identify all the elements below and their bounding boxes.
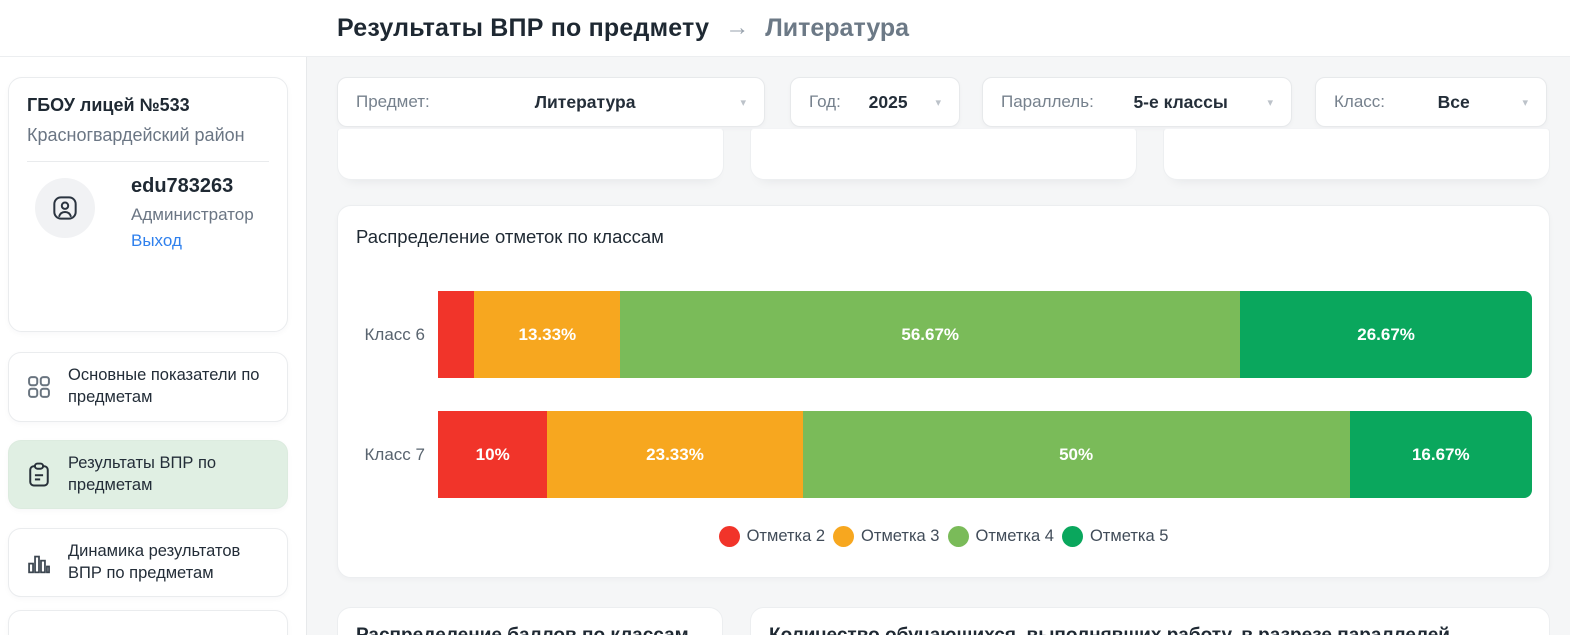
filter-year[interactable]: Год: 2025 ▾ [790,77,960,127]
legend-dot [718,526,740,547]
bar-segment-отметка-4[interactable]: 50% [802,411,1350,498]
bar-segment-value: 16.67% [1411,444,1470,464]
bar-segment-value: 10% [475,444,510,464]
metric-card-partial [337,128,724,180]
filter-parallel[interactable]: Параллель: 5-е классы ▾ [982,77,1292,127]
filter-class[interactable]: Класс: Все ▾ [1315,77,1547,127]
sidebar-item-vpr-results[interactable]: Результаты ВПР по предметам [8,440,288,509]
legend-item: Отметка 3 [833,526,940,547]
chart-legend: Отметка 2 Отметка 3 Отметка 4 Отметка 5 [338,526,1549,547]
chevron-down-icon: ▾ [740,96,746,109]
top-bar: Результаты ВПР по предмету → Литература [0,0,1570,57]
school-name: ГБОУ лицей №533 [27,95,190,115]
arrow-right-icon: → [725,14,750,41]
filter-label: Класс: [1334,92,1385,111]
filter-value: Все [1437,91,1470,112]
school-district: Красногвардейский район [27,125,245,145]
bar-segment-отметка-5[interactable]: 26.67% [1240,291,1532,378]
legend-label: Отметка 3 [861,527,940,545]
bar-segment-value: 50% [1059,444,1094,464]
user-block: edu783263 Администратор Выход [27,175,269,251]
bar-segment-отметка-2[interactable]: 10% [438,411,548,498]
bar-chart-icon [23,547,55,579]
bar-segment-value: 23.33% [646,444,704,464]
sidebar-item-dynamics-extra[interactable]: Динамика результатов [8,610,288,635]
legend-label: Отметка 4 [975,527,1054,545]
sidebar-item-vpr-dynamics[interactable]: Динамика результатов ВПР по предметам [8,528,288,597]
chevron-down-icon: ▾ [1522,96,1528,109]
chevron-down-icon: ▾ [935,96,941,109]
legend-dot [833,526,855,547]
bar-segment-отметка-3[interactable]: 23.33% [547,411,803,498]
bar-segment-отметка-3[interactable]: 13.33% [474,291,621,378]
scores-distribution-card-partial: Распределение баллов по классам [337,607,723,635]
participants-card-partial: Количество обучающихся, выполнявших рабо… [750,607,1550,635]
filter-label: Параллель: [1001,92,1094,111]
card-title: Распределение баллов по классам [356,625,704,635]
user-badge-icon [53,196,77,220]
chart-title: Распределение отметок по классам [356,226,664,247]
legend-item: Отметка 2 [718,526,826,547]
bar-segment-отметка-4[interactable]: 56.67% [620,291,1241,378]
sidebar-item-main-indicators[interactable]: Основные показатели по предметам [8,352,288,422]
bar-segment-value: 26.67% [1357,324,1415,344]
filter-label: Предмет: [356,92,430,111]
user-role: Администратор [131,205,254,224]
stacked-bar-chart: Класс 6 13.33% 56.67% 26.67% Класс 7 10% 23.33… [338,291,1532,531]
sidebar-item-label: Динамика результатов ВПР по предметам [68,541,241,582]
filter-value: 5-е классы [1133,91,1228,112]
bar-category-label: Класс 7 [364,444,425,464]
stacked-bar: 13.33% 56.67% 26.67% [438,291,1532,378]
card-title: Количество обучающихся, выполнявших рабо… [769,625,1531,635]
bar-category-label: Класс 6 [364,324,425,344]
bar-segment-отметка-2[interactable] [438,291,475,378]
marks-distribution-card: Распределение отметок по классам Класс 6… [337,205,1550,578]
legend-label: Отметка 2 [746,527,826,545]
bar-segment-value: 13.33% [518,324,577,344]
logout-link[interactable]: Выход [131,231,182,250]
page-title: Результаты ВПР по предмету [337,13,710,42]
avatar [35,178,95,238]
sidebar-item-label: Основные показатели по предметам [68,366,260,406]
filter-label: Год: [809,92,841,111]
bar-segment-value: 56.67% [901,324,960,344]
filter-subject[interactable]: Предмет: Литература ▾ [337,77,765,127]
sidebar-item-label: Результаты ВПР по предметам [68,453,217,494]
bar-row-класс-6: Класс 6 13.33% 56.67% 26.67% [338,291,1532,378]
chevron-down-icon: ▾ [1267,96,1273,109]
sidebar: ГБОУ лицей №533 Красногвардейский район … [0,57,307,635]
user-info: edu783263 Администратор Выход [131,175,254,251]
legend-item: Отметка 4 [947,526,1054,547]
divider [27,161,269,162]
metric-card-partial [1163,128,1550,180]
clipboard-icon [23,459,55,491]
filter-value: Литература [534,91,636,112]
legend-item: Отметка 5 [1061,526,1169,547]
legend-dot [947,526,969,547]
bar-row-класс-7: Класс 7 10% 23.33% 50% 16.67% [338,411,1532,498]
school-user-card: ГБОУ лицей №533 Красногвардейский район … [8,77,288,332]
metric-card-partial [750,128,1137,180]
breadcrumb-subject: Литература [765,13,910,42]
legend-label: Отметка 5 [1089,527,1169,545]
stacked-bar: 10% 23.33% 50% 16.67% [438,411,1532,498]
filter-value: 2025 [868,91,908,112]
user-login: edu783263 [131,175,234,197]
breadcrumb: Результаты ВПР по предмету → Литература [0,14,909,43]
legend-dot [1061,526,1083,547]
bar-segment-отметка-5[interactable]: 16.67% [1349,411,1532,498]
grid-icon [23,371,55,403]
